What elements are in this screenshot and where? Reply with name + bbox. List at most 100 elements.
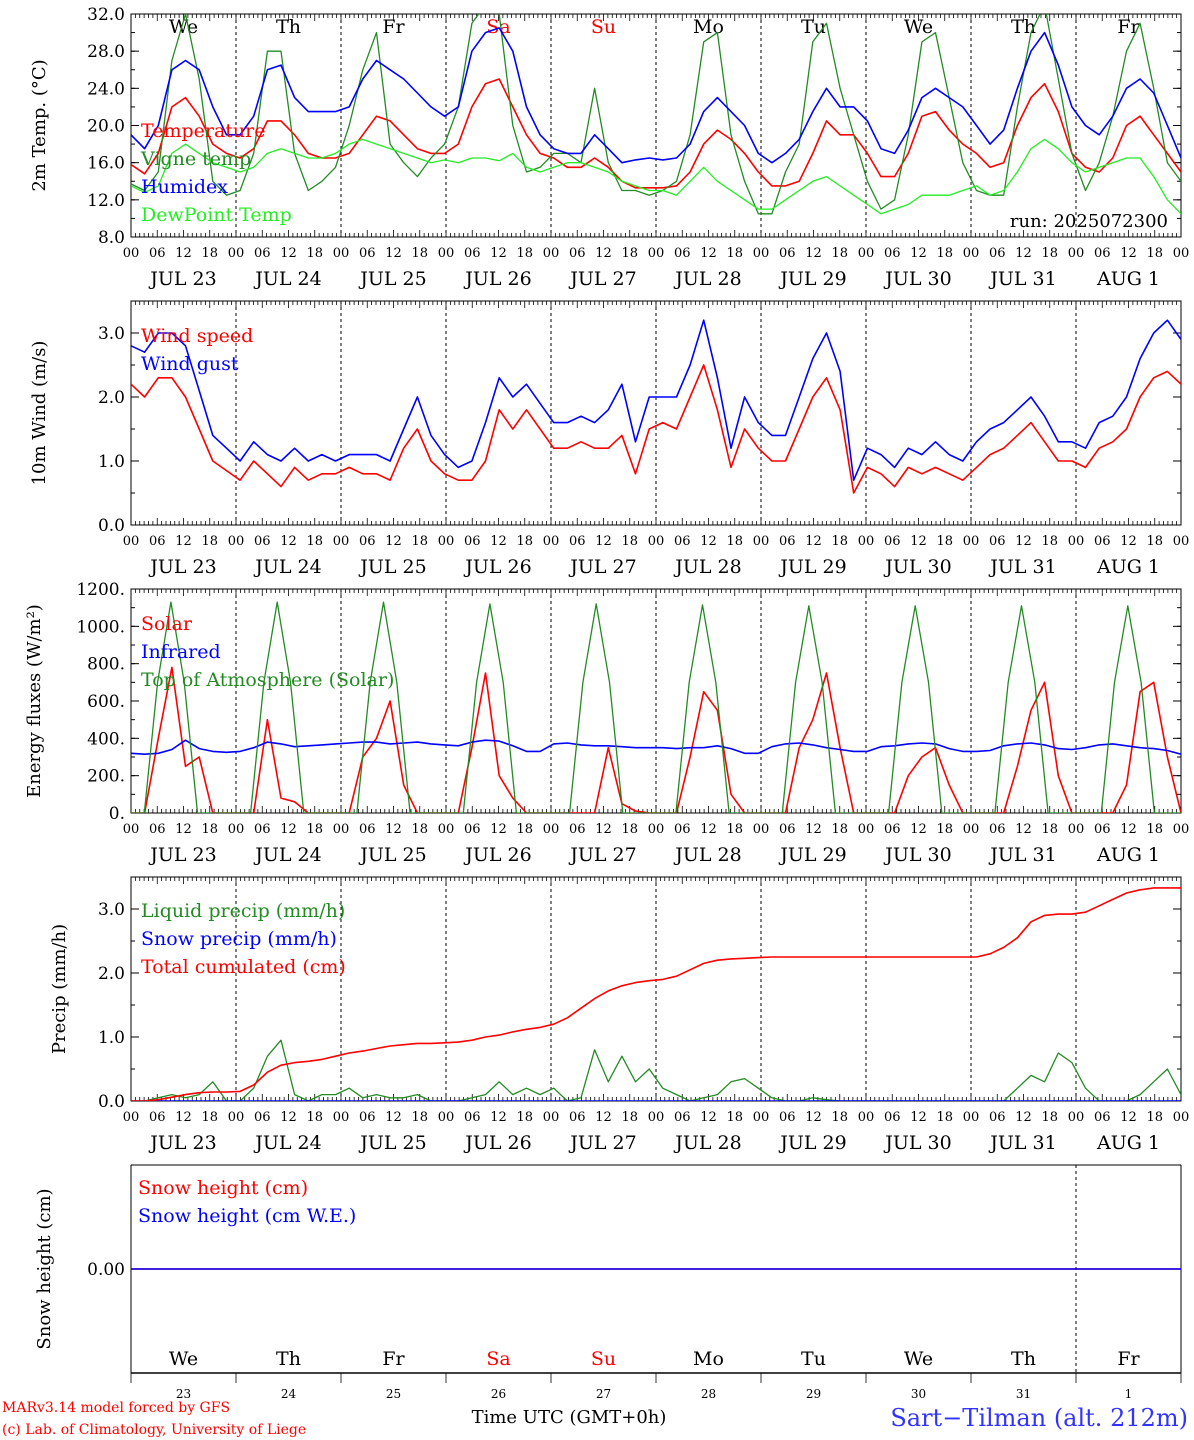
date-label: JUL 24 xyxy=(253,268,321,290)
hour-label: 00 xyxy=(333,1110,350,1125)
hour-label: 12 xyxy=(1015,246,1032,261)
hour-label: 06 xyxy=(884,246,901,261)
hour-label: 06 xyxy=(464,822,481,837)
date-label: JUL 31 xyxy=(988,556,1056,578)
panel-temperature: 8.0 12.0 16.0 20.0 24.0 28.0 32.0 2m Temp. (°C)… xyxy=(29,5,1189,290)
hour-label: 18 xyxy=(201,1110,218,1125)
date-label: JUL 28 xyxy=(673,268,741,290)
hour-label: 06 xyxy=(254,246,271,261)
hour-label: 18 xyxy=(306,534,323,549)
hour-label: 06 xyxy=(149,534,166,549)
hour-label: 06 xyxy=(1094,534,1111,549)
ytick-label: 2.0 xyxy=(98,964,125,984)
hour-label: 12 xyxy=(805,246,822,261)
hour-label: 00 xyxy=(438,246,455,261)
panel-precip: 0.0 1.0 2.0 3.0 Precip (mm/h) 00 06 12 18 JUL 23 0… xyxy=(49,876,1189,1154)
hour-label: 12 xyxy=(1015,822,1032,837)
hour-label: 12 xyxy=(385,1110,402,1125)
hour-label: 06 xyxy=(569,822,586,837)
day-name: Mo xyxy=(693,1348,724,1370)
hour-label: 18 xyxy=(621,1110,638,1125)
hour-label: 18 xyxy=(306,1110,323,1125)
hour-label: 18 xyxy=(726,246,743,261)
series-group xyxy=(131,887,1181,1101)
time-ticks xyxy=(130,14,1182,237)
hour-label: 18 xyxy=(621,246,638,261)
hour-label: 18 xyxy=(411,822,428,837)
day-number: 24 xyxy=(281,1387,297,1401)
day-name: Su xyxy=(591,16,616,38)
hour-label: 12 xyxy=(1015,1110,1032,1125)
hour-label: 00 xyxy=(753,1110,770,1125)
hour-label: 18 xyxy=(726,822,743,837)
series-liquid-precip-mm-h- xyxy=(131,1039,1181,1101)
day-name: We xyxy=(904,1348,933,1370)
hour-label: 00 xyxy=(858,1110,875,1125)
hour-label: 18 xyxy=(1146,1110,1163,1125)
hour-label: 12 xyxy=(700,822,717,837)
day-name: Fr xyxy=(382,1348,405,1370)
hour-label: 12 xyxy=(280,534,297,549)
hour-label: 18 xyxy=(1146,822,1163,837)
day-name: Sa xyxy=(486,16,510,38)
hour-label: 00 xyxy=(1173,246,1190,261)
hour-label: 00 xyxy=(333,822,350,837)
series-infrared xyxy=(131,739,1181,756)
hour-label: 12 xyxy=(595,822,612,837)
hour-label: 06 xyxy=(1094,1110,1111,1125)
hour-label: 00 xyxy=(1068,822,1085,837)
series-solar xyxy=(131,666,1181,813)
hour-label: 06 xyxy=(674,822,691,837)
hour-label: 12 xyxy=(1120,246,1137,261)
hour-label: 00 xyxy=(543,534,560,549)
date-label: JUL 27 xyxy=(568,1132,636,1154)
hour-label: 00 xyxy=(438,822,455,837)
y-axis-label: Precip (mm/h) xyxy=(49,924,70,1054)
hour-label: 00 xyxy=(438,1110,455,1125)
hour-label: 12 xyxy=(595,534,612,549)
hour-label: 06 xyxy=(254,822,271,837)
hour-label: 06 xyxy=(674,246,691,261)
hour-label: 00 xyxy=(228,246,245,261)
hour-label: 18 xyxy=(936,534,953,549)
hour-label: 00 xyxy=(963,1110,980,1125)
hour-label: 18 xyxy=(831,1110,848,1125)
hour-label: 06 xyxy=(359,1110,376,1125)
hour-label: 06 xyxy=(1094,822,1111,837)
hour-label: 18 xyxy=(726,534,743,549)
hour-label: 00 xyxy=(858,822,875,837)
hour-label: 06 xyxy=(989,1110,1006,1125)
ytick-label: 1.0 xyxy=(98,452,125,472)
date-label: JUL 23 xyxy=(148,844,216,866)
hour-label: 06 xyxy=(254,534,271,549)
hour-label: 06 xyxy=(569,1110,586,1125)
hour-label: 00 xyxy=(858,534,875,549)
legend-entry: Wind gust xyxy=(141,353,239,375)
hour-label: 12 xyxy=(700,534,717,549)
date-label: JUL 28 xyxy=(673,1132,741,1154)
hour-label: 00 xyxy=(543,1110,560,1125)
hour-label: 18 xyxy=(1041,534,1058,549)
day-number: 28 xyxy=(701,1387,716,1401)
hour-label: 18 xyxy=(936,822,953,837)
hour-label: 00 xyxy=(543,246,560,261)
hour-label: 06 xyxy=(779,534,796,549)
hour-label: 18 xyxy=(516,246,533,261)
date-label: JUL 29 xyxy=(778,556,846,578)
hour-label: 00 xyxy=(123,534,140,549)
date-label: AUG 1 xyxy=(1096,268,1160,290)
date-label: JUL 26 xyxy=(463,844,531,866)
legend-entry: Humidex xyxy=(141,176,228,198)
hour-label: 12 xyxy=(280,822,297,837)
hour-label: 06 xyxy=(779,822,796,837)
hour-label: 18 xyxy=(201,822,218,837)
date-label: JUL 23 xyxy=(148,556,216,578)
hour-label: 06 xyxy=(569,534,586,549)
hour-label: 06 xyxy=(779,246,796,261)
hour-label: 12 xyxy=(1120,534,1137,549)
ytick-label: 1000. xyxy=(76,617,125,637)
hour-label: 18 xyxy=(516,534,533,549)
date-label: JUL 24 xyxy=(253,556,321,578)
date-label: JUL 30 xyxy=(883,556,951,578)
hour-label: 18 xyxy=(411,534,428,549)
